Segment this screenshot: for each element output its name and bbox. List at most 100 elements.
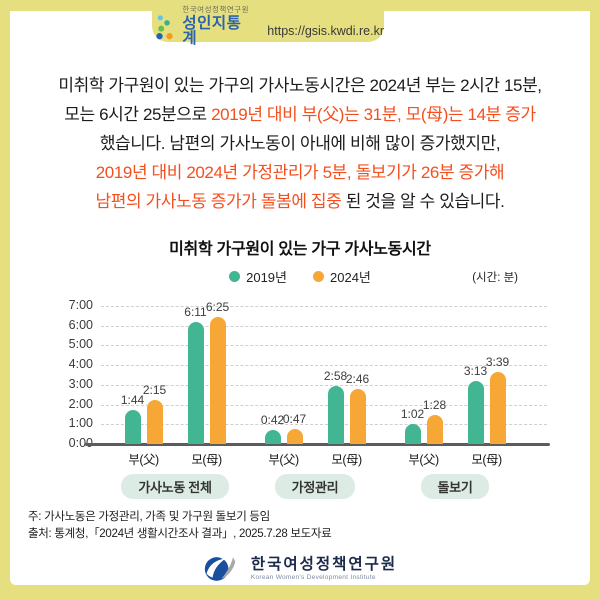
y-tick-label: 2:00 [68,396,93,411]
bar-pair: 1:02 1:28 [401,398,446,444]
intro-highlight-text: 2019년 대비 부(父)는 31분, 모(母)는 14분 증가 [211,105,536,124]
group-pill: 돌보기 [420,474,490,499]
x-category-label: 모(母) [471,453,502,467]
category-labels: 부(父) 모(母) [405,449,506,468]
x-category-label: 부(父) [128,453,159,467]
unit-note: (시간: 분) [472,272,518,284]
header-tab: 한국여성정책연구원 성인지통계 https://gsis.kwdi.re.kr [152,6,384,47]
intro-paragraph: 미취학 가구원이 있는 가구의 가사노동시간은 2024년 부는 2시간 15분… [10,71,590,216]
gridline [101,424,547,426]
bar-value-label: 3:13 [463,364,488,378]
footnote-line: 출처: 통계청,「2024년 생활시간조사 결과」, 2025.7.28 보도자… [28,527,332,540]
bar-value-label: 1:44 [120,393,145,407]
chart-legend: 2019년 2024년 (시간: 분) [10,267,590,285]
plot-area: 0:00 1:00 2:00 3:00 4:00 5:00 6:00 7:00 1:44 2:1… [69,298,550,450]
brand-org-text: 한국여성정책연구원 [182,5,249,15]
bar-2019년: 6:11 [184,305,207,444]
category-labels: 부(父) 모(母) [125,449,226,468]
x-category-label: 모(母) [331,453,362,467]
bar-2024년: 2:46 [346,372,369,444]
gridline [101,384,547,386]
bar-2019년: 0:42 [261,413,284,444]
footnotes: 주: 가사노동은 가정관리, 가족 및 가구원 돌보기 등임 출처: 통계청,「… [28,509,590,542]
legend-dot-2024 [313,270,324,282]
intro-text: 모는 6시간 25분으로 [64,105,212,124]
y-tick-label: 7:00 [68,298,93,312]
brand-name-text: 성인지통계 [182,14,242,48]
bar-value-label: 3:39 [485,355,510,369]
bars-layer: 1:44 2:15 6:11 6:25 0:42 0:47 2:58 2:46 1:02 1:28… [101,300,547,444]
legend-dot-2019 [229,270,241,282]
intro-text: 미취학 가구원이 있는 가구의 가사노동시간은 2024년 부는 2시간 15분… [58,76,542,95]
kwdi-english-name: Korean Women's Development Institute [250,573,376,581]
intro-text: 된 것을 알 수 있습니다. [341,192,505,211]
gridline [101,365,547,367]
legend-label-2019: 2019년 [246,269,287,285]
kwdi-logo-icon [204,557,236,581]
kwdi-name: 한국여성정책연구원 [250,556,398,573]
brand-block: 한국여성정책연구원 성인지통계 [182,6,254,47]
content-card: 한국여성정책연구원 성인지통계 https://gsis.kwdi.re.kr … [10,6,590,585]
y-tick-label: 6:00 [68,317,93,332]
group-footer: 부(父) 모(母) 가사노동 전체 [121,449,229,499]
bar-value-label: 2:15 [142,383,167,397]
intro-line: 2019년 대비 2024년 가정관리가 5분, 돌보기가 26분 증가해 [10,158,590,187]
group-pill: 가정관리 [274,474,356,499]
legend-item-2024: 2024년 [313,267,371,286]
bar-2019년: 1:02 [401,407,424,444]
x-category-label: 부(父) [408,453,439,467]
gridline [101,345,547,347]
gridline [101,325,547,327]
group-footer: 부(父) 모(母) 돌보기 [405,449,506,499]
bar-2024년: 6:25 [206,300,229,444]
bar-2024년: 2:15 [143,383,166,444]
bar-group: 1:02 1:28 3:13 3:39 [401,306,509,444]
gsis-dots-logo-icon [156,14,173,39]
intro-line: 미취학 가구원이 있는 가구의 가사노동시간은 2024년 부는 2시간 15분… [10,71,590,100]
bar-group: 0:42 0:47 2:58 2:46 [261,306,369,444]
bar-value-label: 0:42 [260,413,285,427]
legend-item-2019: 2019년 [229,267,287,286]
x-axis-line [85,443,550,446]
y-tick-label: 5:00 [68,337,93,352]
chart-title: 미취학 가구원이 있는 가구 가사노동시간 [169,241,431,258]
site-url-text: https://gsis.kwdi.re.kr [267,24,384,38]
y-tick-label: 3:00 [68,376,93,391]
bar-pair: 6:11 6:25 [184,300,229,444]
bar-pair: 1:44 2:15 [121,383,166,444]
bar-value-label: 6:25 [205,300,230,314]
bar-group: 1:44 2:15 6:11 6:25 [121,300,229,444]
intro-line: 남편의 가사노동 증가가 돌봄에 집중 된 것을 알 수 있습니다. [10,187,590,216]
footnote-line: 주: 가사노동은 가정관리, 가족 및 가구원 돌보기 등임 [28,511,270,523]
bar-value-label: 0:47 [282,412,307,426]
bar-2024년: 1:28 [423,398,446,444]
bar-2019년: 2:58 [324,369,347,444]
bar-pair: 3:13 3:39 [464,355,509,444]
bar-pair: 0:42 0:47 [261,412,306,444]
intro-line: 모는 6시간 25분으로 2019년 대비 부(父)는 31분, 모(母)는 1… [10,100,590,129]
category-and-pill-row: 부(父) 모(母) 가사노동 전체 부(父) 모(母) 가정관리 부(父) 모(母) 돌보기 [101,449,547,499]
bar-value-label: 2:58 [323,369,348,383]
bar-2024년: 0:47 [283,412,306,444]
bar-value-label: 6:11 [184,305,207,319]
intro-line: 했습니다. 남편의 가사노동이 아내에 비해 많이 증가했지만, [10,129,590,158]
bar-2019년: 1:44 [121,393,144,444]
category-labels: 부(父) 모(母) [265,449,366,468]
gridline [101,306,547,307]
y-tick-label: 4:00 [68,357,93,372]
group-pill: 가사노동 전체 [121,474,229,499]
bar-value-label: 2:46 [345,372,370,386]
bar-value-label: 1:02 [400,407,425,421]
bar-2019년: 3:13 [464,364,487,444]
bar-2024년: 3:39 [486,355,509,444]
y-tick-label: 1:00 [68,416,93,431]
bar-pair: 2:58 2:46 [324,369,369,444]
bar-value-label: 1:28 [422,398,447,412]
gridline [101,404,547,406]
y-tick-label: 0:00 [68,436,93,450]
intro-highlight-text: 남편의 가사노동 증가가 돌봄에 집중 [95,192,342,211]
kwdi-logo-text: 한국여성정책연구원 Korean Women's Development Ins… [251,557,397,581]
x-category-label: 모(母) [191,453,222,467]
legend-label-2024: 2024년 [330,269,371,285]
